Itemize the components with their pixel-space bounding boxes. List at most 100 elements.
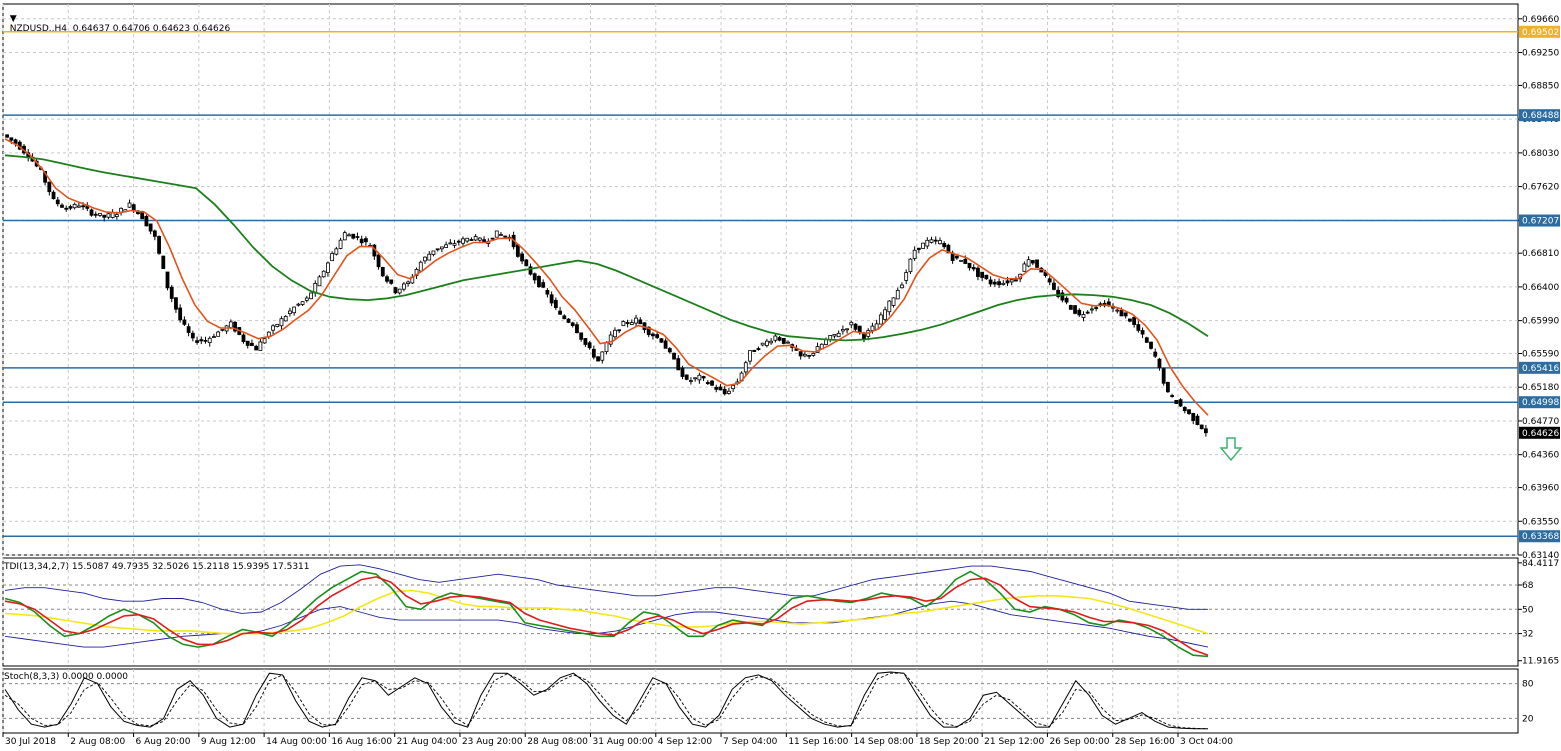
- candle-body: [47, 181, 52, 193]
- candle-body: [786, 341, 790, 344]
- candle-body: [954, 255, 959, 259]
- ema-slow-line: [4, 154, 1209, 342]
- candle-body: [355, 236, 360, 238]
- candle-body: [579, 332, 584, 340]
- tdi-tick-label: 68: [1522, 581, 1534, 591]
- candle-body: [617, 329, 622, 332]
- tdi-tick-label: 11.9165: [1522, 657, 1559, 667]
- candle-body: [832, 333, 837, 337]
- level-label: 0.63368: [1522, 532, 1559, 542]
- level-label-bg: [1519, 214, 1560, 227]
- candle-body: [448, 242, 453, 245]
- candle-body: [1166, 381, 1170, 393]
- candle-body: [1132, 317, 1137, 325]
- candle-body: [976, 267, 980, 277]
- candle-body: [777, 337, 782, 341]
- level-label-bg: [1519, 530, 1560, 543]
- candle-body: [524, 259, 529, 267]
- time-tick-label: 28 Sep 16:00: [1115, 737, 1175, 747]
- candle-body: [1030, 260, 1035, 264]
- tdi-signal-line: [4, 576, 1209, 656]
- candle-body: [933, 239, 938, 242]
- candle-body: [203, 339, 208, 342]
- candle-body: [351, 233, 356, 239]
- level-label-bg: [1519, 25, 1560, 38]
- time-tick-label: 3 Oct 04:00: [1180, 737, 1233, 747]
- candle-body: [545, 290, 550, 295]
- candle-body: [465, 237, 470, 242]
- candle-body: [655, 334, 660, 338]
- candle-body: [1014, 279, 1018, 282]
- candle-body: [929, 239, 934, 243]
- candle-body: [651, 333, 655, 337]
- candle-body: [1199, 424, 1204, 430]
- symbol-header-text: NZDUSD.,H4 0.64637 0.64706 0.64623 0.646…: [9, 24, 231, 34]
- candle-body: [988, 279, 993, 285]
- candle-body: [689, 380, 693, 382]
- candle-body: [271, 325, 275, 331]
- level-label: 0.64998: [1522, 398, 1559, 408]
- time-tick-label: 21 Sep 12:00: [984, 737, 1044, 747]
- candle-body: [1115, 309, 1120, 312]
- candle-body: [76, 205, 81, 208]
- candle-body: [680, 367, 685, 377]
- candle-body: [195, 340, 199, 343]
- candle-body: [967, 262, 972, 269]
- candle-body: [997, 281, 1001, 286]
- candle-body: [423, 256, 427, 262]
- candle-body: [102, 214, 107, 218]
- candle-body: [321, 270, 326, 278]
- candle-body: [334, 248, 339, 255]
- candle-body: [127, 202, 132, 208]
- candle-body: [435, 248, 440, 251]
- candle-body: [304, 297, 309, 301]
- candle-body: [220, 328, 225, 331]
- candle-body: [178, 307, 183, 321]
- candle-body: [781, 337, 786, 344]
- candle-body: [1203, 428, 1208, 434]
- candle-body: [461, 238, 465, 244]
- candle-body: [296, 303, 301, 306]
- candle-body: [55, 199, 60, 205]
- price-tick-label: 0.68030: [1522, 149, 1559, 159]
- collapse-triangle-icon[interactable]: ▼: [9, 14, 17, 24]
- candle-body: [397, 288, 402, 294]
- candle-body: [752, 349, 757, 352]
- candle-body: [1077, 309, 1082, 316]
- candle-body: [13, 139, 18, 144]
- candle-body: [199, 339, 204, 342]
- candle-body: [250, 342, 254, 346]
- level-label: 0.67207: [1522, 217, 1559, 227]
- time-tick-label: 31 Aug 00:00: [593, 737, 654, 747]
- candle-body: [182, 319, 187, 325]
- candle-body: [418, 261, 423, 272]
- candle-body: [1195, 415, 1200, 425]
- candle-body: [1119, 309, 1124, 317]
- price-tick-label: 0.63960: [1522, 484, 1559, 494]
- candle-body: [634, 317, 638, 324]
- candle-body: [9, 137, 14, 141]
- candle-body: [836, 332, 841, 338]
- tdi-upper-band: [4, 564, 1208, 614]
- candle-body: [528, 266, 533, 275]
- time-tick-label: 26 Sep 00:00: [1049, 737, 1109, 747]
- candle-body: [1073, 305, 1077, 314]
- candle-body: [984, 274, 989, 280]
- candle-body: [1174, 399, 1179, 404]
- candle-body: [401, 283, 406, 290]
- candle-body: [1187, 409, 1191, 414]
- candle-body: [1056, 289, 1061, 297]
- candle-body: [148, 223, 153, 232]
- stoch-header: Stoch(8,3,3) 0.0000 0.0000: [4, 672, 129, 682]
- price-tick-label: 0.67620: [1522, 183, 1559, 193]
- current-price-bg: [1519, 426, 1560, 439]
- candle-body: [1026, 259, 1031, 267]
- candle-body: [946, 244, 951, 254]
- stoch-main-line: [4, 671, 1208, 730]
- candle-body: [1090, 308, 1094, 311]
- candle-body: [98, 212, 102, 216]
- candle-body: [456, 240, 461, 243]
- tdi-tick-label: 32: [1522, 630, 1533, 640]
- candle-body: [802, 353, 807, 357]
